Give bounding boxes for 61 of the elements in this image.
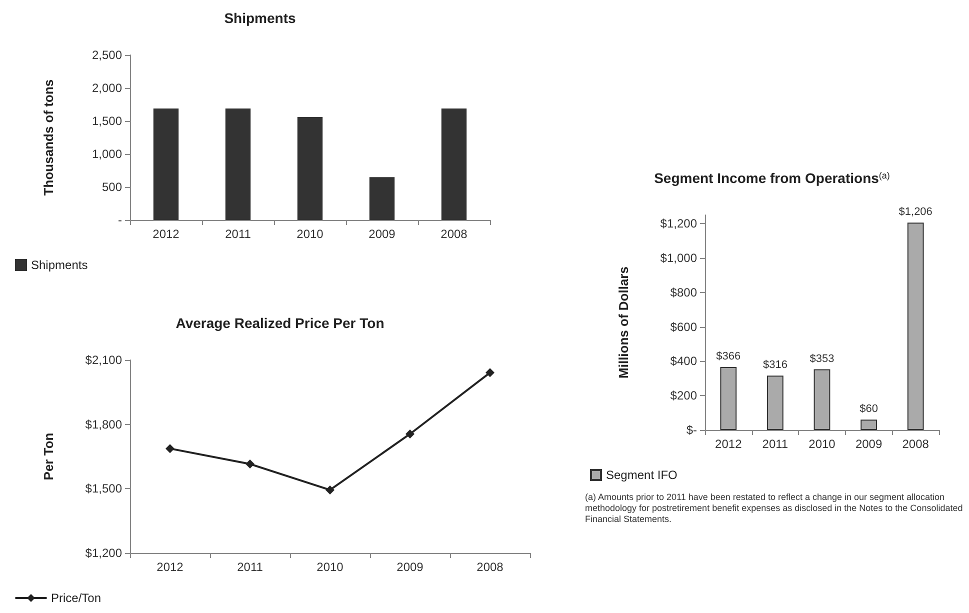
point <box>246 460 254 469</box>
y-tick-label: $800 <box>670 285 698 300</box>
y-tick-label: $2,100 <box>85 353 122 367</box>
y-tick-label: $1,000 <box>660 251 698 265</box>
text: (a) Amounts prior to 2011 have been restated to reflect a change in our segment allocation methodology for postretirement benefit expenses as disclosed in the Notes to the Consolidated Financial Statements. <box>585 492 964 525</box>
y-tick-label: 1,500 <box>92 114 122 128</box>
y-tick-label: 2,000 <box>92 81 122 95</box>
x-tick-label: 2012 <box>715 437 742 451</box>
x-tick-label: 2011 <box>225 227 252 241</box>
x-tick-label: 2010 <box>296 227 324 241</box>
bar <box>720 367 737 430</box>
x-tick-label: 2009 <box>396 560 424 574</box>
x-tick-label: 2008 <box>902 437 930 451</box>
y-tick-label: - <box>118 213 122 227</box>
bar <box>153 108 179 220</box>
bar <box>860 420 877 430</box>
x-tick-label: 2012 <box>152 227 180 241</box>
bar <box>814 369 830 430</box>
data-label: $353 <box>810 352 834 365</box>
bar <box>907 222 924 430</box>
y-tick-label: $1,800 <box>85 417 122 432</box>
y-tick-label: $- <box>686 423 697 437</box>
bar <box>225 108 251 220</box>
bar <box>441 108 467 220</box>
bar <box>767 376 784 430</box>
data-label: $316 <box>762 359 788 372</box>
x-tick-label: 2011 <box>237 560 264 574</box>
x-tick-label: 2010 <box>808 437 836 451</box>
point <box>326 485 334 494</box>
y-tick-label: $1,200 <box>85 546 122 560</box>
x-tick-label: 2011 <box>762 437 788 451</box>
x-tick-label: 2012 <box>156 560 184 574</box>
y-axis-title: Millions of Dollars <box>616 266 631 378</box>
y-axis-title: Thousands of tons <box>41 79 56 196</box>
y-tick-label: $600 <box>670 320 698 334</box>
x-tick-label: 2010 <box>316 560 344 574</box>
legend-label: Segment IFO <box>606 468 678 482</box>
legend-label: Price/Ton <box>51 591 102 605</box>
data-label: $366 <box>716 350 741 363</box>
y-tick-label: $200 <box>670 388 698 403</box>
data-label: $1,206 <box>898 206 932 218</box>
chart-title: Average Realized Price Per Ton <box>176 315 384 331</box>
y-axis-title: Per Ton <box>41 432 56 480</box>
y-tick-label: 1,000 <box>92 147 122 161</box>
point <box>486 368 494 378</box>
chart-title: Shipments <box>224 10 296 26</box>
y-tick-label: 2,500 <box>92 48 122 62</box>
y-tick-label: $1,500 <box>85 482 122 496</box>
y-tick-label: $400 <box>670 354 698 368</box>
y-tick-label: 500 <box>102 180 122 194</box>
x-tick-label: 2008 <box>440 227 468 241</box>
x-tick-label: 2008 <box>476 560 504 574</box>
x-tick-label: 2009 <box>368 227 396 241</box>
bar <box>369 177 395 220</box>
x-tick-label: 2009 <box>855 437 882 451</box>
point <box>166 444 174 454</box>
y-tick-label: $1,200 <box>660 216 698 231</box>
point <box>406 429 414 438</box>
legend-label: Shipments <box>31 258 88 272</box>
data-label: $60 <box>860 403 878 416</box>
bar <box>297 117 323 220</box>
